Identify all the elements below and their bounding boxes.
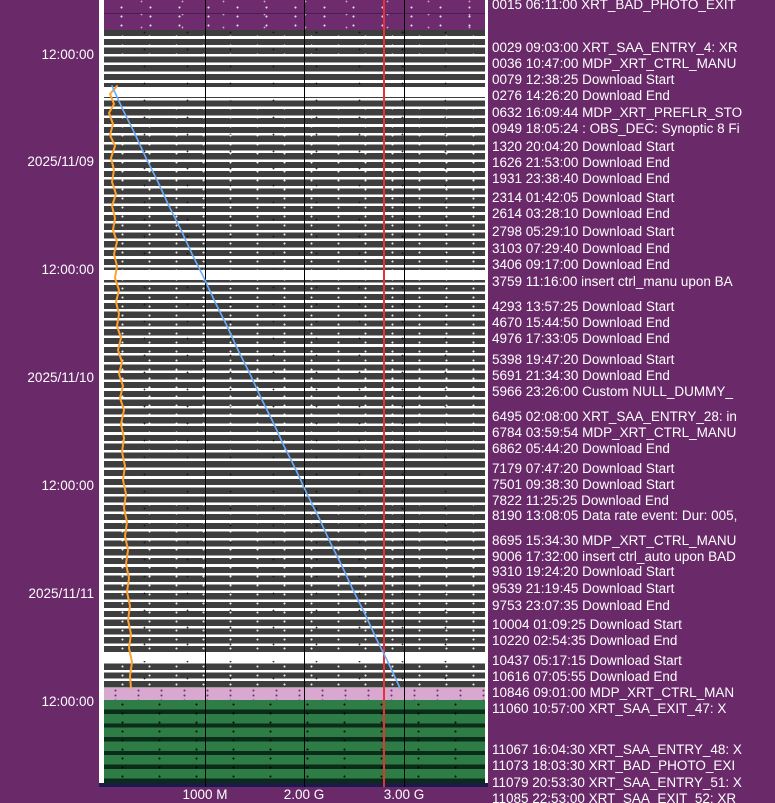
event-row[interactable]: 0632 16:09:44 MDP_XRT_PREFLR_STO	[492, 105, 743, 120]
event-row[interactable]: 9539 21:19:45 Download Start	[492, 581, 675, 596]
event-row[interactable]: 4293 13:57:25 Download Start	[492, 299, 675, 314]
timeline-plot[interactable]	[99, 0, 488, 787]
event-row[interactable]: 2314 01:42:05 Download Start	[492, 190, 675, 205]
event-row[interactable]: 7501 09:38:30 Download Start	[492, 477, 675, 492]
stripe-gap	[104, 270, 485, 280]
event-row[interactable]: 6862 05:44:20 Download End	[492, 441, 670, 456]
event-row[interactable]: 6495 02:08:00 XRT_SAA_ENTRY_28: in	[492, 409, 737, 424]
event-row[interactable]: 2614 03:28:10 Download End	[492, 206, 670, 221]
event-row[interactable]: 7179 07:47:20 Download Start	[492, 461, 675, 476]
event-row[interactable]: 1931 23:38:40 Download End	[492, 171, 670, 186]
blue-accumulated-volume-line	[111, 85, 401, 689]
volume-gridline	[205, 0, 206, 787]
time-axis-label: 12:00:00	[41, 478, 94, 493]
event-row[interactable]: 2798 05:29:10 Download Start	[492, 224, 675, 239]
volume-limit-marker	[383, 0, 385, 787]
event-row[interactable]: 11067 16:04:30 XRT_SAA_ENTRY_48: X	[492, 742, 742, 757]
time-axis: 12:00:00 2025/11/09 12:00:00 2025/11/10 12:0…	[0, 0, 96, 803]
time-axis-label: 2025/11/11	[28, 586, 94, 601]
plot-lines-svg	[108, 85, 401, 689]
volume-gridline	[404, 0, 405, 787]
event-row[interactable]: 11085 22:53:00 XRT_SAA_EXIT_52: XR	[492, 791, 737, 803]
event-row[interactable]: 0036 10:47:00 MDP_XRT_CTRL_MANU	[492, 56, 737, 71]
event-row[interactable]: 10846 09:01:00 MDP_XRT_CTRL_MAN	[492, 685, 735, 700]
event-row[interactable]: 7822 11:25:25 Download End	[492, 493, 669, 508]
event-row[interactable]: 1320 20:04:20 Download Start	[492, 139, 675, 154]
time-axis-label: 12:00:00	[41, 262, 94, 277]
event-row[interactable]: 4976 17:33:05 Download End	[492, 331, 670, 346]
event-row[interactable]: 10616 07:05:55 Download End	[492, 669, 678, 684]
event-row[interactable]: 10437 05:17:15 Download Start	[492, 653, 682, 668]
event-row[interactable]: 3103 07:29:40 Download End	[492, 241, 670, 256]
event-row[interactable]: 8695 15:34:30 MDP_XRT_CTRL_MANU	[492, 533, 737, 548]
event-row[interactable]: 5398 19:47:20 Download Start	[492, 352, 675, 367]
event-row[interactable]: 10004 01:09:25 Download Start	[492, 617, 682, 632]
contact-passes-band	[104, 700, 485, 783]
stripe-gap	[104, 652, 485, 661]
volume-axis: 1000 M 2.00 G 3.00 G	[0, 783, 490, 803]
telemetry-stripes	[104, 30, 485, 688]
time-axis-label: 2025/11/10	[27, 370, 94, 385]
event-row[interactable]: 9753 23:07:35 Download End	[492, 598, 670, 613]
stripe-gap	[104, 87, 485, 97]
event-row[interactable]: 11060 10:57:00 XRT_SAA_EXIT_47: X	[492, 701, 727, 716]
plot-bottom-axis-line	[99, 783, 488, 787]
volume-gridline	[304, 0, 305, 787]
event-row[interactable]: 11073 18:03:30 XRT_BAD_PHOTO_EXI	[492, 758, 736, 773]
orange-data-rate-line	[108, 85, 133, 689]
event-row[interactable]: 0015 06:11:00 XRT_BAD_PHOTO_EXIT	[492, 0, 736, 12]
event-row[interactable]: 6784 03:59:54 MDP_XRT_CTRL_MANU	[492, 425, 737, 440]
event-row[interactable]: 0029 09:03:00 XRT_SAA_ENTRY_4: XR	[492, 40, 738, 55]
event-row[interactable]: 0276 14:26:20 Download End	[492, 88, 670, 103]
event-row[interactable]: 8190 13:08:05 Data rate event: Dur: 005,	[492, 508, 738, 523]
volume-tick-label: 2.00 G	[283, 787, 325, 802]
event-row[interactable]: 9310 19:24:20 Download Start	[492, 564, 675, 579]
event-row[interactable]: 1626 21:53:00 Download End	[492, 155, 670, 170]
event-row[interactable]: 4670 15:44:50 Download End	[492, 315, 670, 330]
event-row[interactable]: 5966 23:26:00 Custom NULL_DUMMY_	[492, 384, 733, 399]
event-row[interactable]: 3759 11:16:00 insert ctrl_manu upon BA	[492, 274, 733, 289]
event-list[interactable]: 0015 06:11:00 XRT_BAD_PHOTO_EXIT 0029 09:…	[490, 0, 775, 803]
event-row[interactable]: 11079 20:53:30 XRT_SAA_ENTRY_51: X	[492, 775, 742, 790]
event-row[interactable]: 10220 02:54:35 Download End	[492, 633, 678, 648]
event-row[interactable]: 5691 21:34:30 Download End	[492, 368, 670, 383]
event-row[interactable]: 0949 18:05:24 : OBS_DEC: Synoptic 8 Fi	[492, 121, 740, 136]
time-axis-label: 12:00:00	[41, 694, 94, 709]
event-row[interactable]: 0079 12:38:25 Download Start	[492, 72, 675, 87]
event-row[interactable]: 9006 17:32:00 insert ctrl_auto upon BAD	[492, 549, 736, 564]
event-row[interactable]: 3406 09:17:00 Download End	[492, 257, 670, 272]
volume-tick-label: 1000 M	[182, 787, 228, 802]
boundary-band	[104, 688, 485, 700]
volume-tick-label: 3.00 G	[383, 787, 425, 802]
time-axis-label: 12:00:00	[41, 47, 94, 62]
time-axis-label: 2025/11/09	[27, 154, 94, 169]
